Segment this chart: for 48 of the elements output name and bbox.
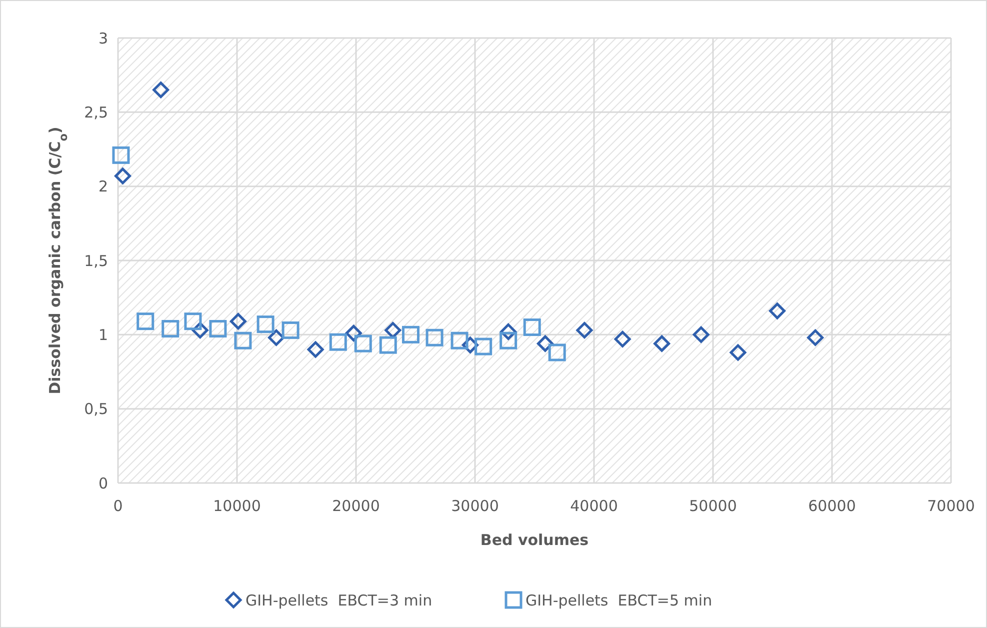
point	[769, 302, 786, 320]
y-tick-label: 0	[98, 474, 108, 492]
y-tick-label: 1	[98, 326, 108, 344]
x-tick-label: 10000	[213, 497, 261, 515]
point	[282, 321, 300, 339]
point	[730, 344, 746, 361]
point	[548, 344, 566, 362]
y-tick-label: 3	[98, 29, 108, 48]
point	[112, 146, 130, 164]
point	[329, 333, 347, 351]
y-tick-label: 1,5	[84, 252, 108, 270]
point	[450, 332, 468, 350]
x-tick-label: 60000	[808, 497, 856, 515]
point	[209, 320, 227, 338]
point	[354, 334, 372, 352]
y-tick-label: 2	[98, 178, 108, 196]
point	[379, 336, 397, 354]
y-tick-label: 0,5	[84, 400, 108, 418]
x-tick-label: 0	[113, 497, 123, 515]
point	[402, 326, 420, 344]
x-tick-label: 20000	[332, 497, 380, 515]
point	[136, 312, 154, 330]
point	[474, 338, 492, 356]
point	[614, 330, 631, 348]
y-tick-label: 2,5	[84, 103, 108, 122]
point	[692, 326, 710, 343]
point	[230, 313, 246, 330]
x-tick-label: 40000	[570, 497, 618, 515]
legend-label: GIH-pellets EBCT=5 min	[526, 591, 712, 610]
legend-label: GIH-pellets EBCT=3 min	[246, 591, 432, 610]
point	[384, 322, 402, 338]
point	[426, 328, 444, 346]
x-tick-label: 70000	[927, 497, 975, 515]
point	[114, 168, 132, 184]
x-tick-label: 50000	[689, 497, 737, 515]
point	[234, 332, 252, 350]
point	[500, 332, 518, 350]
point	[576, 322, 593, 338]
point	[184, 312, 202, 330]
point	[654, 335, 670, 352]
point	[152, 82, 170, 98]
x-tick-label: 30000	[451, 497, 499, 515]
point	[256, 316, 274, 334]
point	[307, 341, 324, 358]
point	[807, 329, 824, 346]
point	[523, 318, 541, 336]
point	[162, 320, 180, 338]
x-axis-title: Bed volumes	[480, 531, 589, 549]
